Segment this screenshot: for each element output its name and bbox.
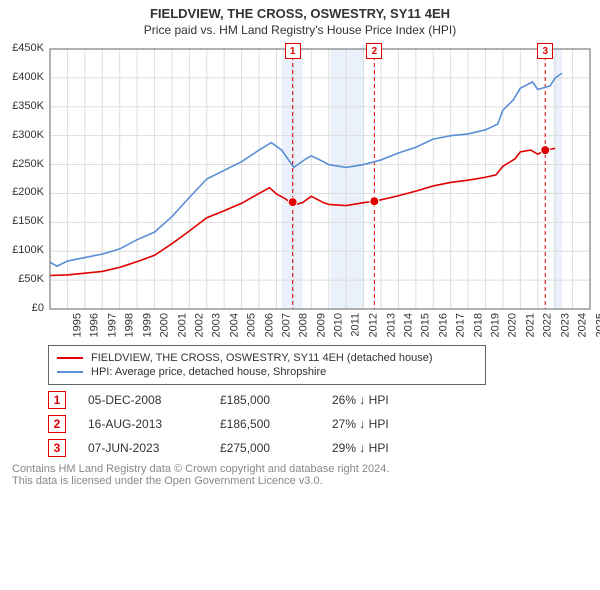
x-tick-label: 1998 (124, 313, 136, 337)
x-tick-label: 2006 (263, 313, 275, 337)
legend: FIELDVIEW, THE CROSS, OSWESTRY, SY11 4EH… (48, 345, 486, 385)
transaction-index-box: 2 (48, 415, 66, 433)
x-tick-label: 2022 (542, 313, 554, 337)
x-tick-label: 2016 (437, 313, 449, 337)
x-tick-label: 1999 (141, 313, 153, 337)
x-tick-label: 2019 (490, 313, 502, 337)
x-tick-label: 2011 (349, 313, 361, 337)
x-tick-label: 2023 (559, 313, 571, 337)
x-tick-label: 2009 (315, 313, 327, 337)
chart-subtitle: Price paid vs. HM Land Registry's House … (0, 23, 600, 37)
transaction-diff: 26% ↓ HPI (332, 393, 442, 407)
x-tick-label: 2025 (594, 313, 600, 337)
y-tick-label: £0 (4, 302, 44, 314)
transaction-row: 1 05-DEC-2008 £185,000 26% ↓ HPI (48, 391, 588, 409)
x-tick-label: 2005 (246, 313, 258, 337)
y-tick-label: £200K (4, 186, 44, 198)
transaction-row: 2 16-AUG-2013 £186,500 27% ↓ HPI (48, 415, 588, 433)
x-tick-label: 2007 (281, 313, 293, 337)
line-chart-svg (0, 39, 600, 339)
x-tick-label: 2003 (211, 313, 223, 337)
legend-item-hpi: HPI: Average price, detached house, Shro… (57, 366, 477, 378)
footer: Contains HM Land Registry data © Crown c… (12, 463, 588, 487)
transaction-date: 16-AUG-2013 (88, 417, 198, 431)
y-tick-label: £400K (4, 71, 44, 83)
x-tick-label: 2021 (524, 313, 536, 337)
x-tick-label: 2020 (507, 313, 519, 337)
chart-title: FIELDVIEW, THE CROSS, OSWESTRY, SY11 4EH (0, 6, 600, 21)
transaction-date: 05-DEC-2008 (88, 393, 198, 407)
transaction-price: £186,500 (220, 417, 310, 431)
y-tick-label: £100K (4, 244, 44, 256)
x-tick-label: 2000 (159, 313, 171, 337)
legend-label-property: FIELDVIEW, THE CROSS, OSWESTRY, SY11 4EH… (91, 352, 433, 364)
x-tick-label: 2014 (402, 313, 414, 337)
y-tick-label: £350K (4, 100, 44, 112)
event-marker: 3 (537, 43, 553, 59)
y-tick-label: £50K (4, 273, 44, 285)
x-tick-label: 1997 (106, 313, 118, 337)
footer-line2: This data is licensed under the Open Gov… (12, 475, 588, 487)
x-tick-label: 2017 (455, 313, 467, 337)
x-tick-label: 2004 (228, 313, 240, 337)
transaction-diff: 27% ↓ HPI (332, 417, 442, 431)
x-tick-label: 2024 (577, 313, 589, 337)
transactions-table: 1 05-DEC-2008 £185,000 26% ↓ HPI 2 16-AUG-201… (48, 391, 588, 457)
y-tick-label: £250K (4, 158, 44, 170)
legend-swatch-hpi (57, 371, 83, 373)
transaction-diff: 29% ↓ HPI (332, 441, 442, 455)
transaction-date: 07-JUN-2023 (88, 441, 198, 455)
x-tick-label: 1996 (89, 313, 101, 337)
legend-swatch-property (57, 357, 83, 359)
x-tick-label: 1995 (71, 313, 83, 337)
x-tick-label: 2008 (298, 313, 310, 337)
transaction-index-box: 1 (48, 391, 66, 409)
x-tick-label: 2002 (193, 313, 205, 337)
footer-line1: Contains HM Land Registry data © Crown c… (12, 463, 588, 475)
chart-area: £0 £50K £100K £150K £200K £250K £300K £350K £400… (0, 39, 600, 339)
legend-label-hpi: HPI: Average price, detached house, Shro… (91, 366, 326, 378)
x-tick-label: 2010 (333, 313, 345, 337)
x-tick-label: 2015 (420, 313, 432, 337)
x-tick-label: 2012 (368, 313, 380, 337)
transaction-row: 3 07-JUN-2023 £275,000 29% ↓ HPI (48, 439, 588, 457)
transaction-price: £275,000 (220, 441, 310, 455)
event-marker: 2 (366, 43, 382, 59)
y-tick-label: £150K (4, 215, 44, 227)
transaction-price: £185,000 (220, 393, 310, 407)
x-tick-label: 2013 (385, 313, 397, 337)
legend-item-property: FIELDVIEW, THE CROSS, OSWESTRY, SY11 4EH… (57, 352, 477, 364)
transaction-index-box: 3 (48, 439, 66, 457)
y-tick-label: £300K (4, 129, 44, 141)
x-tick-label: 2018 (472, 313, 484, 337)
x-tick-label: 2001 (176, 313, 188, 337)
event-marker: 1 (285, 43, 301, 59)
y-tick-label: £450K (4, 42, 44, 54)
